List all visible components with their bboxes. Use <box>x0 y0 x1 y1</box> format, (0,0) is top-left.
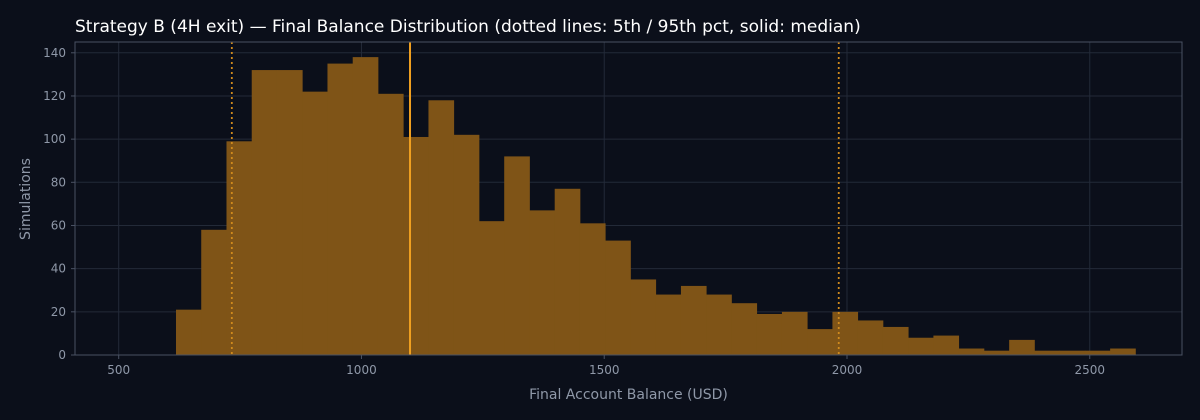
histogram-bar <box>453 134 480 355</box>
x-tick-label: 1500 <box>589 363 620 377</box>
histogram-bar <box>605 240 631 355</box>
histogram-bar <box>630 279 657 355</box>
histogram-bars <box>175 57 1136 356</box>
y-tick-label: 40 <box>51 262 66 276</box>
y-tick-label: 20 <box>51 305 66 319</box>
axes: 500 1000 1500 2000 2500 0 20 40 60 80 100 120 140 <box>43 41 1183 377</box>
histogram-bar <box>1084 350 1111 355</box>
histogram-bar <box>958 348 985 355</box>
x-tick-label: 2500 <box>1074 363 1105 377</box>
y-tick-label: 120 <box>43 89 66 103</box>
histogram-bar <box>428 100 455 355</box>
histogram-bar <box>655 294 682 355</box>
histogram-bar <box>579 223 606 355</box>
histogram-bar <box>554 188 581 355</box>
x-tick-label: 2000 <box>832 363 863 377</box>
y-axis-label: Simulations <box>18 158 34 240</box>
histogram-bar <box>377 93 404 356</box>
histogram-bar <box>756 313 783 355</box>
histogram-bar <box>983 350 1010 355</box>
histogram-bar <box>680 285 707 355</box>
y-tick-label: 80 <box>51 175 66 189</box>
histogram-bar <box>908 337 934 355</box>
histogram-bar <box>352 57 379 355</box>
histogram-bar <box>504 156 530 355</box>
histogram-bar <box>251 70 278 355</box>
histogram-bar <box>226 141 253 355</box>
histogram-bar <box>1009 339 1035 355</box>
y-tick-label: 0 <box>58 348 66 362</box>
histogram-bar <box>1110 348 1136 355</box>
histogram-bar <box>1059 350 1086 355</box>
histogram-bar <box>832 311 859 355</box>
histogram-bar <box>706 294 732 355</box>
x-tick-label: 500 <box>107 363 130 377</box>
histogram-bar <box>327 63 354 355</box>
percentile-lines <box>230 42 840 355</box>
y-tick-label: 100 <box>43 132 66 146</box>
histogram-bar <box>302 91 328 355</box>
histogram-bar <box>478 221 505 355</box>
histogram-bar <box>175 309 202 355</box>
chart-title: Strategy B (4H exit) — Final Balance Dis… <box>75 17 861 37</box>
histogram-bar <box>731 303 758 355</box>
plot-frame <box>74 41 1183 356</box>
x-tick-label: 1000 <box>346 363 377 377</box>
histogram-bar <box>933 335 960 355</box>
histogram-bar <box>403 136 429 355</box>
histogram-bar <box>201 229 227 355</box>
histogram-bar <box>857 320 884 355</box>
histogram-bar <box>781 311 808 355</box>
histogram-bar <box>529 210 556 355</box>
histogram-bar <box>807 329 833 355</box>
y-tick-label: 60 <box>51 218 66 232</box>
x-axis-label: Final Account Balance (USD) <box>529 387 728 403</box>
histogram-bar <box>882 326 909 355</box>
histogram-bar <box>276 70 303 355</box>
y-tick-label: 140 <box>43 46 66 60</box>
histogram-bar <box>1034 350 1061 355</box>
